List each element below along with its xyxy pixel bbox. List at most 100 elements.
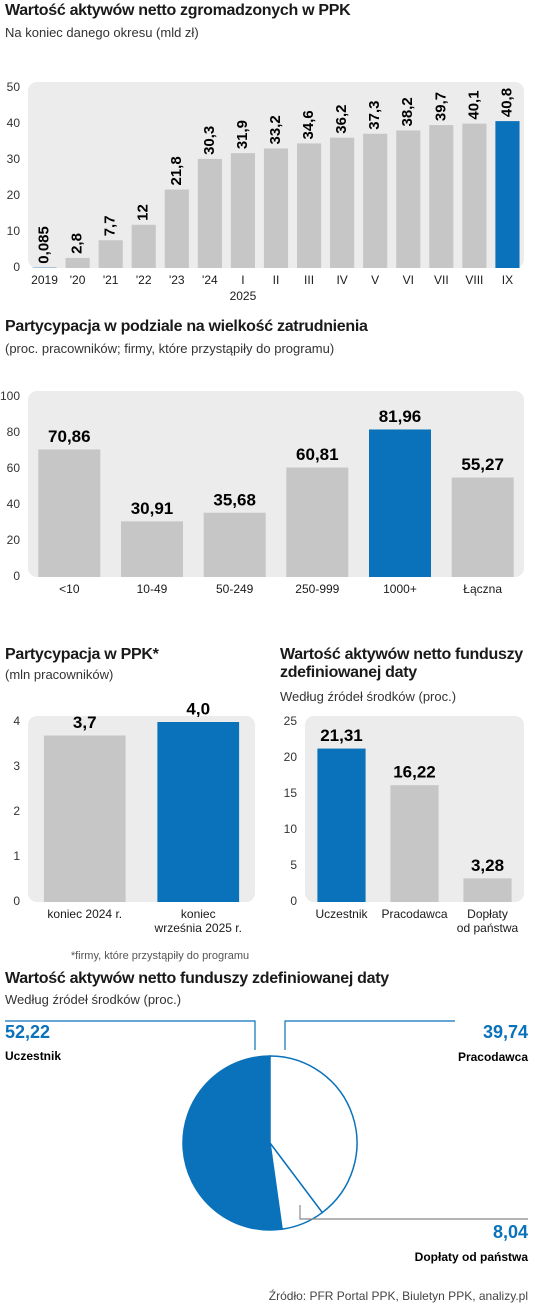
bar [65,257,90,268]
value-label: 38,2 [399,97,416,126]
y-tick-label: 25 [284,714,298,728]
y-tick-label: 40 [7,497,21,511]
y-tick-label: 1 [13,849,20,863]
y-tick-label: 10 [284,822,298,836]
x-tick-label: VIII [465,273,484,287]
value-label: 33,2 [267,115,284,144]
y-tick-label: 20 [284,750,298,764]
chart-subtitle: Według źródeł środków (proc.) [5,992,182,1007]
value-label: 21,31 [320,726,363,745]
chart-title: Wartość aktywów netto funduszy zdefiniow… [280,646,523,682]
y-tick-label: 0 [13,260,20,274]
bar [330,137,355,268]
slice-label: Pracodawca [458,1050,528,1064]
y-tick-label: 0 [13,894,20,908]
x-tick-label: <10 [59,582,80,596]
bar [463,878,512,902]
bar [197,158,222,268]
y-tick-label: 3 [13,759,20,773]
y-tick-label: 30 [7,152,21,166]
x-tick-label: '23 [168,273,185,287]
value-label: 3,7 [73,713,97,732]
value-label: 2,8 [69,233,86,254]
x-tick-label: '24 [202,273,218,287]
x-tick-label: I [241,273,245,287]
y-tick-label: 15 [284,786,298,800]
value-label: 12 [135,204,152,221]
leader-line [5,1020,256,1050]
bar [157,722,240,902]
chart-title: Wartość aktywów netto funduszy zdefiniow… [5,970,389,987]
bar [369,429,431,577]
value-label: 37,3 [366,101,383,130]
value-label: 40,1 [465,90,482,119]
x-tick-label: II [272,273,280,287]
y-tick-label: 20 [7,188,21,202]
pie-slice [269,1142,324,1231]
value-label: 34,6 [300,110,317,139]
value-label: 7,7 [102,215,119,236]
chart-title: Partycypacja w podziale na wielkość zatr… [5,318,368,335]
y-tick-label: 50 [7,80,21,94]
value-label: 35,68 [213,490,256,509]
group-label: 2025 [229,289,257,303]
value-label: 52,22 [5,1022,50,1042]
slice-label: Uczestnik [5,1049,61,1063]
pie-slice [269,1055,358,1214]
bar [429,125,454,268]
x-tick-label: 50-249 [215,582,254,596]
chart-title: Partycypacja w PPK* [5,646,159,663]
bar [230,153,256,268]
value-label: 30,91 [131,499,174,518]
x-tick-label: 1000+ [383,582,417,596]
y-tick-label: 10 [7,224,21,238]
bar [451,477,514,577]
value-label: 8,04 [493,1222,528,1242]
x-tick-label: VII [433,273,449,287]
bar [286,467,349,577]
bar [164,189,189,268]
x-tick-label: 250-999 [295,582,340,596]
bar [363,133,388,268]
x-tick-label: '21 [102,273,119,287]
bar [462,123,487,268]
y-tick-label: 100 [0,389,20,403]
bar [121,521,183,577]
y-tick-label: 40 [7,116,21,130]
chart-subtitle: (mln pracowników) [5,667,114,682]
y-tick-label: 80 [7,425,21,439]
x-tick-label: VI [402,273,414,287]
bar [131,224,156,268]
bar [317,748,366,902]
y-tick-label: 0 [290,894,297,908]
bar [296,143,322,268]
x-tick-label: koniec września 2025 r. [154,907,242,935]
y-tick-label: 4 [13,714,20,728]
bar [495,121,520,269]
bar [203,512,266,577]
leader-line [299,1205,528,1220]
bar [263,148,289,268]
value-label: 31,9 [234,120,251,149]
footnote: *firmy, które przystąpiły do programu [70,950,250,962]
bar [98,240,123,268]
chart-subtitle: (proc. pracowników; firmy, które przystą… [5,341,335,356]
x-tick-label: '22 [135,273,152,287]
value-label: 16,22 [393,763,436,782]
value-label: 4,0 [186,699,210,718]
value-label: 70,86 [48,427,91,446]
bar [43,735,126,902]
value-label: 36,2 [333,104,350,133]
leader-line [284,1020,455,1050]
bar [396,130,421,268]
value-label: 30,3 [201,126,218,155]
x-tick-label: Dopłaty od państwa [456,907,519,935]
x-tick-label: '20 [69,273,86,287]
value-label: 21,8 [168,156,185,185]
y-tick-label: 60 [7,461,21,475]
bar [38,449,101,577]
bar [390,785,439,902]
y-tick-label: 20 [7,533,21,547]
x-tick-label: IX [501,273,514,287]
